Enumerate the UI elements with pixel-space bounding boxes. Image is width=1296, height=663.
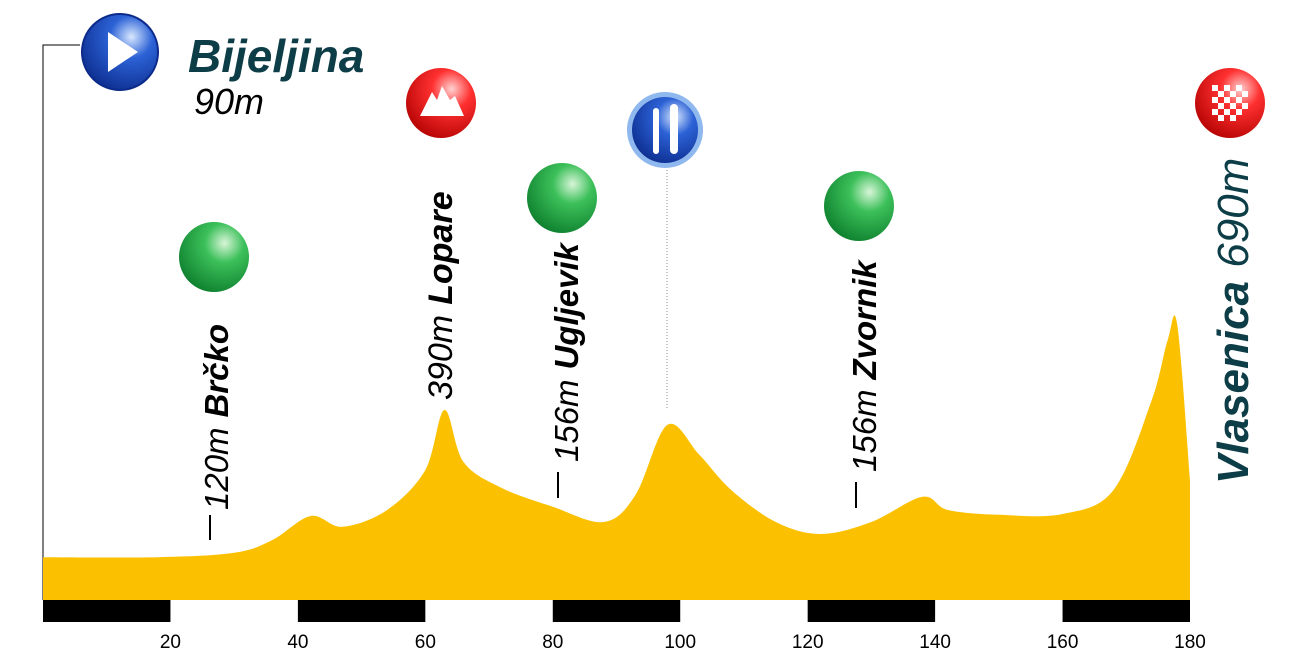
x-tick-label: 80 bbox=[542, 632, 563, 653]
frame-line bbox=[42, 44, 80, 600]
x-tick-label: 40 bbox=[287, 632, 308, 653]
start-elevation: 90m bbox=[194, 81, 264, 122]
feed-icon bbox=[627, 92, 703, 168]
place-label: 390m Lopare bbox=[422, 191, 460, 400]
start-icon bbox=[81, 13, 159, 91]
sprint-icon bbox=[179, 222, 249, 292]
place-name: Vlasenica bbox=[1209, 281, 1258, 484]
x-tick-label: 60 bbox=[415, 632, 436, 653]
place-label: Vlasenica 690m bbox=[1209, 158, 1258, 484]
x-tick-label: 180 bbox=[1174, 632, 1206, 653]
x-tick-label: 100 bbox=[664, 632, 696, 653]
x-tick-label: 140 bbox=[919, 632, 951, 653]
place-label: 156m Ugljevik bbox=[548, 241, 585, 462]
place-label: 156m Zvornik bbox=[846, 259, 883, 472]
finish-icon bbox=[1195, 68, 1265, 138]
x-tick-label: 160 bbox=[1047, 632, 1079, 653]
x-tick-label: 120 bbox=[792, 632, 824, 653]
distance-block bbox=[807, 600, 936, 622]
distance-block bbox=[552, 600, 681, 622]
place-elevation: 156m bbox=[846, 389, 883, 472]
place-name: Lopare bbox=[422, 191, 460, 304]
distance-block bbox=[297, 600, 426, 622]
place-elevation: 156m bbox=[548, 379, 585, 462]
distance-block bbox=[43, 600, 171, 622]
place-elevation: 120m bbox=[198, 427, 235, 510]
start-name: Bijeljina bbox=[188, 30, 364, 82]
sprint-icon bbox=[824, 171, 894, 241]
place-name: Ugljevik bbox=[548, 241, 585, 369]
place-elevation: 390m bbox=[422, 315, 460, 400]
x-tick-label: 20 bbox=[160, 632, 181, 653]
place-label: 120m Brčko bbox=[198, 324, 235, 510]
sprint-icon bbox=[527, 163, 597, 233]
distance-block bbox=[1062, 600, 1190, 622]
climb-icon bbox=[406, 68, 476, 138]
place-elevation: 690m bbox=[1209, 158, 1258, 268]
place-name: Brčko bbox=[198, 324, 235, 418]
place-name: Zvornik bbox=[846, 259, 883, 381]
profile-area bbox=[43, 315, 1190, 600]
